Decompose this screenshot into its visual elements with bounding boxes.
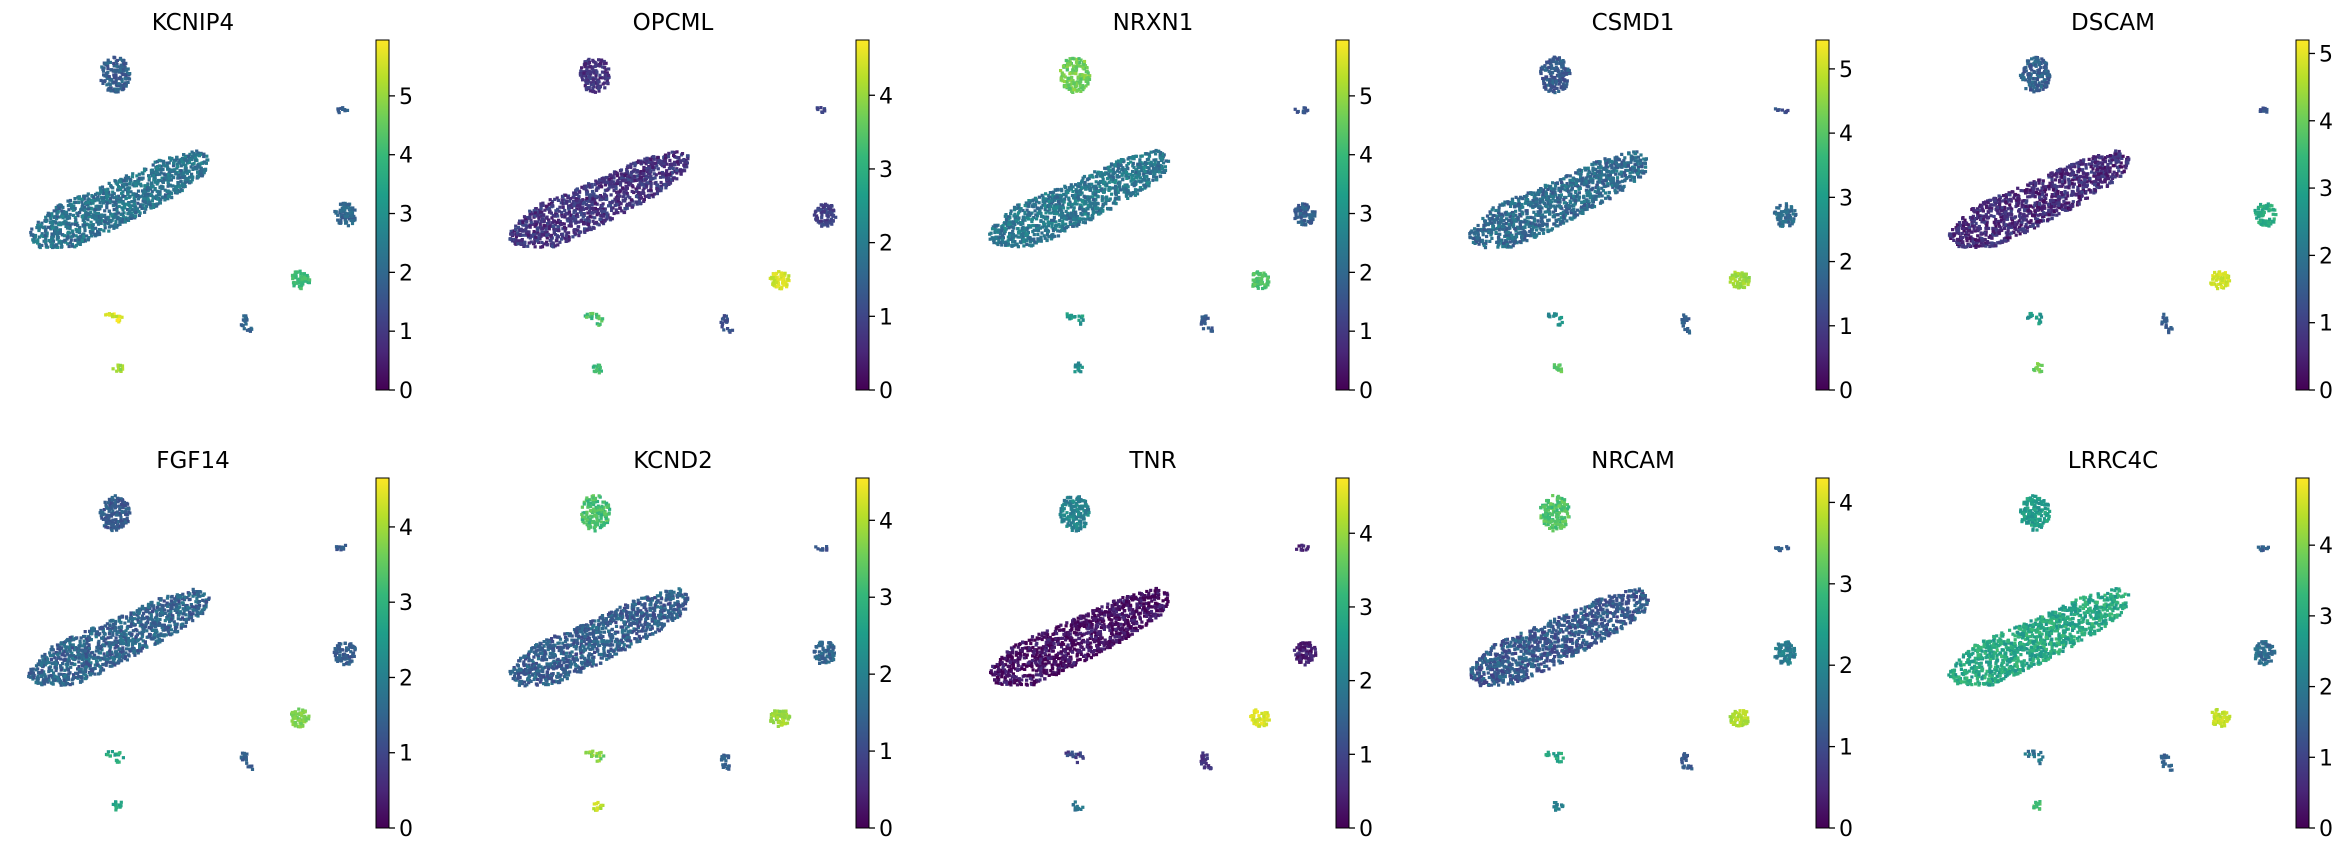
colorbar-tick-label: 3 bbox=[879, 158, 893, 183]
colorbar-tick-label: 0 bbox=[1839, 817, 1853, 842]
colorbar-tick-label: 0 bbox=[2319, 817, 2333, 842]
colorbar-tick-label: 0 bbox=[1359, 817, 1373, 842]
umap-cells bbox=[508, 494, 836, 812]
colorbar-tick-label: 4 bbox=[399, 144, 413, 169]
colorbar-tick-label: 1 bbox=[2319, 746, 2333, 771]
colorbar-tick-label: 4 bbox=[879, 509, 893, 534]
umap-panel: LRRC4C 0 1 2 3 4 bbox=[1947, 448, 2333, 842]
colorbar bbox=[1815, 477, 1830, 829]
colorbar-tick-label: 4 bbox=[2319, 534, 2333, 559]
umap-panel: KCND2 0 1 2 3 4 bbox=[508, 448, 893, 842]
colorbar-tick-label: 3 bbox=[1839, 186, 1853, 211]
colorbar-tick-label: 2 bbox=[1839, 654, 1853, 679]
umap-panel: DSCAM 0 1 2 3 4 5 bbox=[1947, 10, 2333, 404]
colorbar-tick-label: 4 bbox=[2319, 110, 2333, 135]
colorbar-tick-label: 1 bbox=[879, 305, 893, 330]
colorbar-tick-label: 3 bbox=[1359, 203, 1373, 228]
panel-title: OPCML bbox=[633, 10, 714, 36]
colorbar-tick-label: 2 bbox=[2319, 244, 2333, 269]
panel-title: KCNIP4 bbox=[152, 10, 234, 36]
colorbar-tick-label: 1 bbox=[399, 320, 413, 345]
umap-cells bbox=[1947, 55, 2278, 374]
umap-cells bbox=[1469, 494, 1797, 812]
umap-panel: KCNIP4 0 1 2 3 4 5 bbox=[29, 10, 413, 404]
umap-panel: NRXN1 0 1 2 3 4 5 bbox=[988, 10, 1373, 404]
panel-title: FGF14 bbox=[156, 448, 230, 474]
panel-title: NRCAM bbox=[1591, 448, 1675, 474]
colorbar-tick-label: 0 bbox=[2319, 379, 2333, 404]
colorbar-tick-label: 3 bbox=[399, 591, 413, 616]
colorbar-tick-label: 1 bbox=[1839, 315, 1853, 340]
umap-panel: TNR 0 1 2 3 4 bbox=[989, 448, 1373, 842]
colorbar-tick-label: 1 bbox=[399, 742, 413, 767]
colorbar-tick-label: 0 bbox=[879, 379, 893, 404]
colorbar bbox=[1335, 477, 1350, 829]
colorbar-tick-label: 5 bbox=[2319, 42, 2333, 67]
panel-title: KCND2 bbox=[633, 448, 712, 474]
colorbar bbox=[855, 39, 870, 391]
colorbar-tick-label: 1 bbox=[1839, 736, 1853, 761]
umap-cells bbox=[508, 57, 838, 375]
umap-panel: NRCAM 0 1 2 3 4 bbox=[1469, 448, 1853, 842]
colorbar-tick-label: 4 bbox=[1359, 522, 1373, 547]
colorbar-tick-label: 2 bbox=[1359, 670, 1373, 695]
colorbar-tick-label: 3 bbox=[399, 203, 413, 228]
colorbar-tick-label: 1 bbox=[2319, 312, 2333, 337]
colorbar-tick-label: 2 bbox=[879, 663, 893, 688]
colorbar-tick-label: 4 bbox=[1839, 491, 1853, 516]
colorbar-tick-label: 2 bbox=[399, 261, 413, 286]
colorbar-tick-label: 2 bbox=[1839, 251, 1853, 276]
colorbar bbox=[375, 477, 390, 829]
umap-cells bbox=[1947, 494, 2277, 811]
colorbar bbox=[2295, 477, 2310, 829]
umap-cells bbox=[29, 55, 357, 373]
colorbar-tick-label: 5 bbox=[1839, 58, 1853, 83]
colorbar-tick-label: 2 bbox=[2319, 676, 2333, 701]
colorbar-tick-label: 2 bbox=[1359, 261, 1373, 286]
colorbar-tick-label: 1 bbox=[1359, 320, 1373, 345]
colorbar-tick-label: 0 bbox=[1359, 379, 1373, 404]
colorbar-tick-label: 0 bbox=[399, 379, 413, 404]
panel-title: CSMD1 bbox=[1592, 10, 1675, 36]
colorbar bbox=[855, 477, 870, 829]
colorbar-tick-label: 0 bbox=[1839, 379, 1853, 404]
colorbar-tick-label: 0 bbox=[879, 817, 893, 842]
colorbar-tick-label: 3 bbox=[1359, 596, 1373, 621]
umap-cells bbox=[27, 494, 357, 812]
colorbar-tick-label: 3 bbox=[2319, 605, 2333, 630]
colorbar bbox=[1815, 39, 1830, 391]
colorbar-tick-label: 4 bbox=[399, 516, 413, 541]
panel-title: DSCAM bbox=[2071, 10, 2155, 36]
colorbar-tick-label: 1 bbox=[1359, 743, 1373, 768]
umap-cells bbox=[989, 495, 1318, 812]
colorbar-tick-label: 3 bbox=[2319, 177, 2333, 202]
panel-title: LRRC4C bbox=[2068, 448, 2158, 474]
colorbar-tick-label: 3 bbox=[1839, 573, 1853, 598]
panel-title: NRXN1 bbox=[1113, 10, 1194, 36]
umap-panel: OPCML 0 1 2 3 4 bbox=[508, 10, 893, 404]
colorbar-tick-label: 5 bbox=[1359, 85, 1373, 110]
umap-panel: FGF14 0 1 2 3 4 bbox=[27, 448, 413, 842]
colorbar-tick-label: 1 bbox=[879, 740, 893, 765]
colorbar-tick-label: 3 bbox=[879, 586, 893, 611]
colorbar-tick-label: 0 bbox=[399, 817, 413, 842]
colorbar-tick-label: 2 bbox=[879, 232, 893, 257]
colorbar-tick-label: 2 bbox=[399, 666, 413, 691]
colorbar bbox=[2295, 39, 2310, 391]
colorbar bbox=[1335, 39, 1350, 391]
colorbar-tick-label: 5 bbox=[399, 85, 413, 110]
umap-panel: CSMD1 0 1 2 3 4 5 bbox=[1468, 10, 1853, 404]
umap-cells bbox=[988, 56, 1317, 374]
colorbar-tick-label: 4 bbox=[879, 84, 893, 109]
panel-title: TNR bbox=[1128, 448, 1176, 474]
colorbar bbox=[375, 39, 390, 391]
colorbar-tick-label: 4 bbox=[1839, 122, 1853, 147]
colorbar-tick-label: 4 bbox=[1359, 144, 1373, 169]
umap-cells bbox=[1468, 55, 1798, 374]
